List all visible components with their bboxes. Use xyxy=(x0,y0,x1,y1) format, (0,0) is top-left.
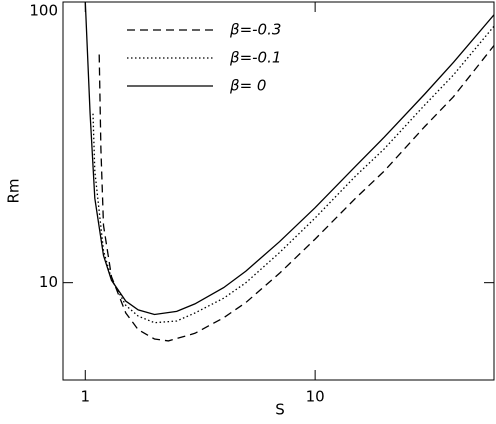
line-series xyxy=(84,2,494,316)
y-tick-label: 10 xyxy=(39,273,58,291)
x-tick-label: 10 xyxy=(306,388,325,406)
legend-label: β= 0 xyxy=(229,77,266,95)
x-tick-label: 1 xyxy=(81,388,91,406)
y-axis-label: Rm xyxy=(5,178,23,203)
line-series xyxy=(98,45,494,342)
legend-label: β=-0.3 xyxy=(229,21,281,39)
line-series xyxy=(92,25,494,324)
y-tick-label: 100 xyxy=(29,2,58,20)
x-axis-label: S xyxy=(275,401,285,419)
legend-label: β=-0.1 xyxy=(229,49,281,67)
plot-frame xyxy=(62,1,495,381)
